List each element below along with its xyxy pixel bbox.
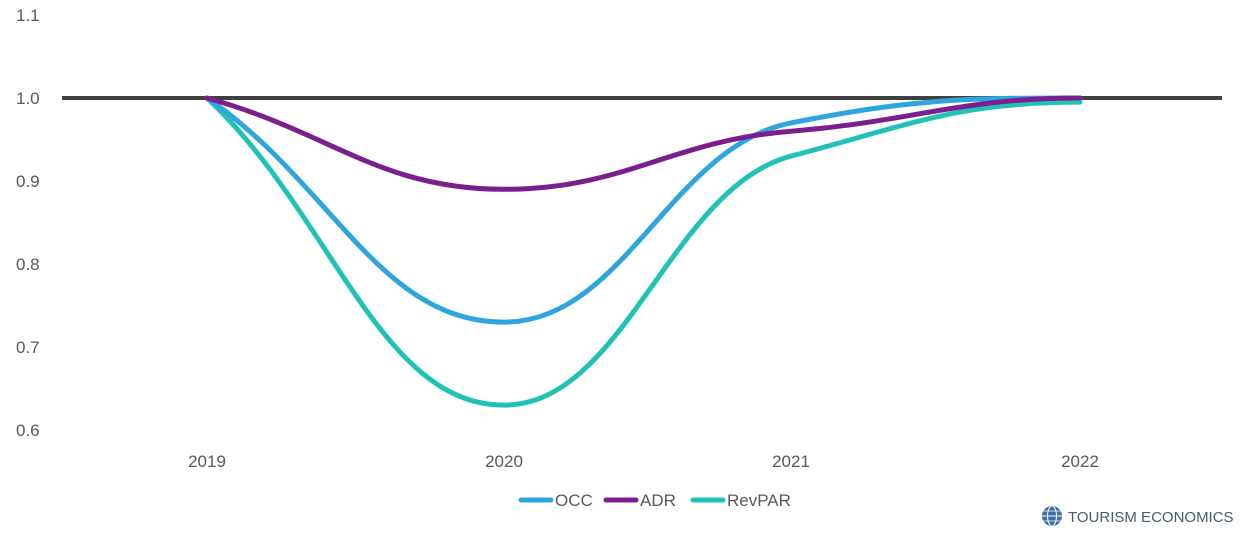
x-axis: 2019 2020 2021 2022 <box>188 452 1099 471</box>
series-line-revpar <box>204 95 1083 408</box>
x-tick-label: 2019 <box>188 452 226 471</box>
y-tick-label: 1.0 <box>16 89 40 108</box>
legend-label: RevPAR <box>727 491 791 510</box>
y-tick-label: 0.9 <box>16 172 40 191</box>
series-line-adr <box>204 95 1083 192</box>
series-line-occ <box>204 95 1083 325</box>
legend-label: OCC <box>555 491 593 510</box>
globe-icon <box>1042 505 1062 527</box>
watermark: TOURISM ECONOMICS <box>1042 505 1234 527</box>
y-tick-label: 0.7 <box>16 338 40 357</box>
x-tick-label: 2022 <box>1061 452 1099 471</box>
x-tick-label: 2021 <box>772 452 810 471</box>
y-axis: 0.6 0.7 0.8 0.9 1.0 1.1 <box>16 6 40 440</box>
legend-item-adr: ADR <box>603 491 676 510</box>
legend-item-revpar: RevPAR <box>690 491 791 510</box>
y-tick-label: 0.8 <box>16 255 40 274</box>
watermark-text: TOURISM ECONOMICS <box>1068 509 1234 526</box>
legend-label: ADR <box>640 491 676 510</box>
legend-item-occ: OCC <box>518 491 593 510</box>
y-tick-label: 1.1 <box>16 6 40 25</box>
x-tick-label: 2020 <box>485 452 523 471</box>
legend: OCC ADR RevPAR <box>518 491 791 510</box>
series-group <box>204 95 1083 408</box>
y-tick-label: 0.6 <box>16 421 40 440</box>
